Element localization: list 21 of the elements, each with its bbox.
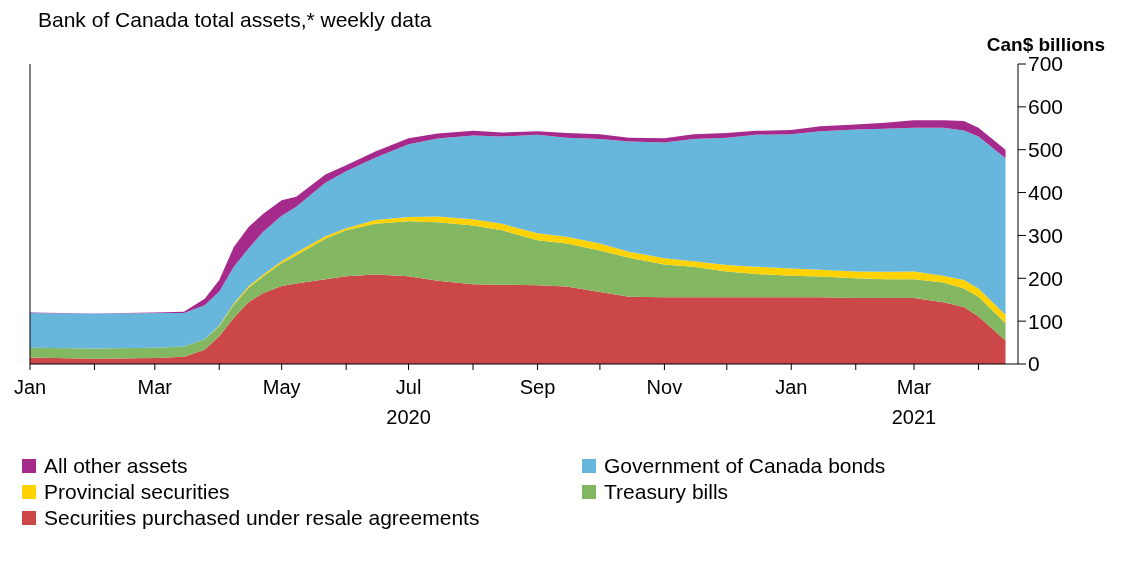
x-tick-label: May bbox=[262, 376, 301, 398]
legend-label: Securities purchased under resale agreements bbox=[44, 506, 480, 530]
x-tick-label: Nov bbox=[646, 376, 683, 398]
x-tick-label: Jan bbox=[13, 376, 47, 398]
legend-label: All other assets bbox=[44, 454, 188, 478]
x-tick-label: Jul 2020 bbox=[386, 376, 431, 428]
x-tick-label: Mar bbox=[137, 376, 173, 398]
legend-label: Government of Canada bonds bbox=[604, 454, 886, 478]
y-tick-label: 400 bbox=[1028, 181, 1064, 205]
y-tick-label: 500 bbox=[1028, 138, 1064, 162]
y-tick-label: 0 bbox=[1028, 352, 1040, 376]
legend-label: Treasury bills bbox=[604, 480, 729, 504]
legend-label: Provincial securities bbox=[44, 480, 230, 504]
y-tick-label: 100 bbox=[1028, 309, 1064, 333]
y-tick-label: 600 bbox=[1028, 95, 1064, 119]
chart-title: Bank of Canada total assets,* weekly data bbox=[37, 8, 433, 33]
x-tick-label: Sep bbox=[519, 376, 556, 398]
y-tick-label: 300 bbox=[1028, 223, 1064, 247]
x-tick-label: Jan bbox=[775, 376, 808, 398]
y-tick-label: 200 bbox=[1028, 266, 1064, 290]
x-tick-label: Mar 2021 bbox=[891, 376, 937, 428]
